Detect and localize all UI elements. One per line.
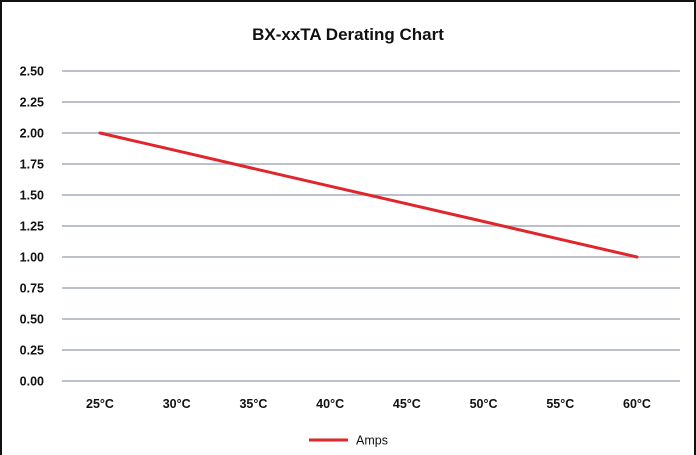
x-tick-label: 30°C xyxy=(163,397,191,411)
y-tick-label: 1.75 xyxy=(20,158,44,172)
x-tick-label: 40°C xyxy=(316,397,344,411)
y-tick-label: 2.25 xyxy=(20,96,44,110)
x-tick-label: 35°C xyxy=(239,397,267,411)
y-tick-label: 1.25 xyxy=(20,220,44,234)
x-tick-label: 45°C xyxy=(393,397,421,411)
x-tick-label: 50°C xyxy=(470,397,498,411)
y-tick-label: 1.00 xyxy=(20,251,44,265)
legend: Amps xyxy=(309,434,388,448)
y-tick-label: 2.00 xyxy=(20,127,44,141)
legend-label: Amps xyxy=(356,434,388,448)
series-layer xyxy=(98,131,639,259)
y-tick-label: 0.25 xyxy=(20,344,44,358)
series-line-amps xyxy=(98,131,639,259)
y-axis-ticks: 0.00 0.25 0.50 0.75 1.00 1.25 1.50 1.75 2.00 2.25… xyxy=(20,65,44,389)
y-tick-label: 1.50 xyxy=(20,189,44,203)
y-tick-label: 0.75 xyxy=(20,282,44,296)
x-tick-label: 55°C xyxy=(546,397,574,411)
y-tick-label: 0.00 xyxy=(20,375,44,389)
y-tick-label: 0.50 xyxy=(20,313,44,327)
x-tick-label: 25°C xyxy=(86,397,114,411)
chart-title: BX-xxTA Derating Chart xyxy=(252,25,444,44)
x-axis-ticks: 25°C 30°C 35°C 40°C 45°C 50°C 55°C 60°C xyxy=(86,397,651,411)
gridlines xyxy=(62,70,680,382)
x-tick-label: 60°C xyxy=(623,397,651,411)
y-tick-label: 2.50 xyxy=(20,65,44,79)
